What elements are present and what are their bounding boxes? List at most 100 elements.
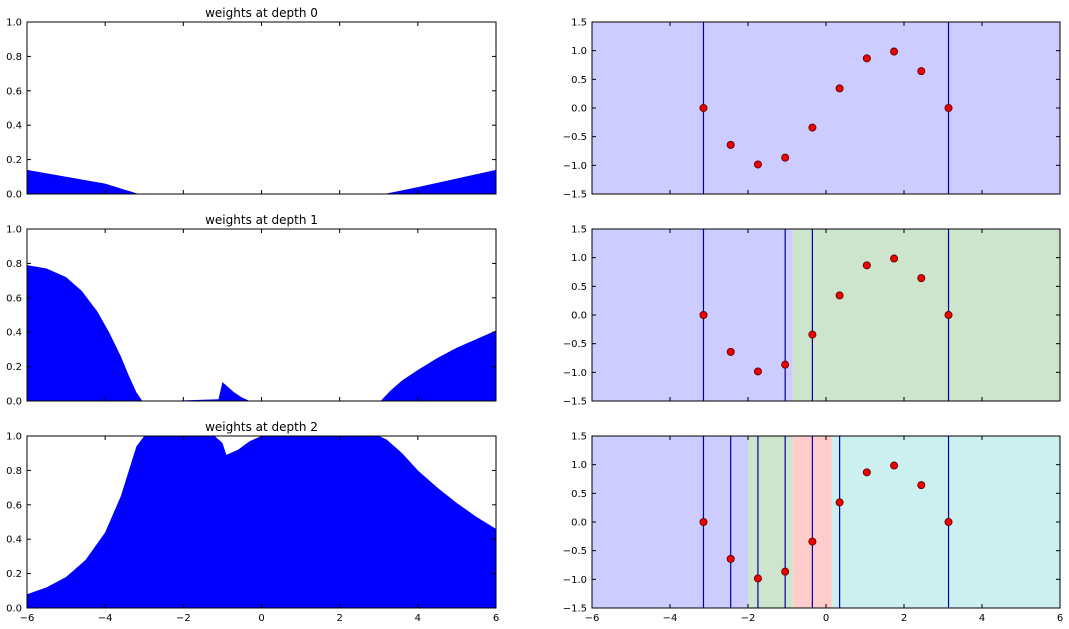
data-point-9 bbox=[944, 310, 953, 319]
data-point-7 bbox=[890, 461, 899, 470]
data-point-8 bbox=[917, 274, 926, 283]
data-point-0 bbox=[699, 518, 708, 527]
chart-panel-3: −1.5 −1.0 −0.5 0.0 0.5 1.0 1.5 bbox=[563, 18, 1061, 201]
y-tick-label: 0.6 bbox=[6, 293, 22, 304]
data-point-5 bbox=[835, 498, 844, 507]
chart-panel-4: −1.5 −1.0 −0.5 0.0 0.5 1.0 1.5 bbox=[563, 225, 1061, 408]
data-point-1 bbox=[726, 140, 735, 149]
y-tick-label: −1.0 bbox=[563, 161, 587, 172]
y-tick-label: 1.0 bbox=[571, 253, 587, 264]
region-band-0 bbox=[592, 436, 748, 608]
data-point-7 bbox=[890, 47, 899, 56]
y-tick-label: 1.0 bbox=[6, 225, 22, 236]
weight-area bbox=[27, 169, 496, 194]
region-band-1 bbox=[748, 436, 793, 608]
plot-area bbox=[27, 22, 496, 194]
data-point-2 bbox=[753, 574, 762, 583]
x-tick-label: −2 bbox=[176, 613, 191, 624]
y-tick-label: −1.5 bbox=[563, 604, 587, 615]
y-tick-label: 0.0 bbox=[6, 190, 22, 201]
x-tick-label: 6 bbox=[493, 613, 499, 624]
region-band-1 bbox=[792, 229, 1060, 401]
x-tick-label: −6 bbox=[585, 613, 600, 624]
data-point-4 bbox=[808, 537, 817, 546]
y-tick-label: 0.0 bbox=[571, 104, 587, 115]
data-point-1 bbox=[726, 347, 735, 356]
data-point-4 bbox=[808, 123, 817, 132]
data-point-9 bbox=[944, 518, 953, 527]
data-point-3 bbox=[781, 360, 790, 369]
y-tick-label: 0.2 bbox=[6, 569, 22, 580]
y-tick-label: −0.5 bbox=[563, 546, 587, 557]
data-point-5 bbox=[835, 291, 844, 300]
data-point-2 bbox=[753, 160, 762, 169]
y-tick-label: 0.4 bbox=[6, 121, 22, 132]
y-tick-label: 0.0 bbox=[571, 311, 587, 322]
y-tick-label: −0.5 bbox=[563, 132, 587, 143]
region-band-0 bbox=[592, 22, 1060, 194]
data-point-7 bbox=[890, 254, 899, 263]
data-point-5 bbox=[835, 84, 844, 93]
x-tick-label: 4 bbox=[415, 613, 421, 624]
data-point-3 bbox=[781, 153, 790, 162]
data-point-9 bbox=[944, 104, 953, 113]
y-tick-label: 0.8 bbox=[6, 466, 22, 477]
region-band-0 bbox=[592, 229, 793, 401]
data-point-2 bbox=[753, 367, 762, 376]
data-point-6 bbox=[862, 261, 871, 270]
chart-panel-0: 0.0 0.2 0.4 0.6 0.8 1.0 weights at depth 0 bbox=[6, 6, 497, 201]
x-tick-label: 0 bbox=[258, 613, 264, 624]
y-tick-label: −1.5 bbox=[563, 190, 587, 201]
data-point-3 bbox=[781, 567, 790, 576]
y-tick-label: 1.5 bbox=[571, 18, 587, 29]
y-tick-label: 0.5 bbox=[571, 489, 587, 500]
data-point-1 bbox=[726, 554, 735, 563]
y-tick-label: 1.5 bbox=[571, 225, 587, 236]
y-tick-label: 0.0 bbox=[6, 604, 22, 615]
x-tick-label: 2 bbox=[901, 613, 907, 624]
x-tick-label: 0 bbox=[823, 613, 829, 624]
y-tick-label: −1.0 bbox=[563, 575, 587, 586]
y-tick-label: 1.0 bbox=[6, 18, 22, 29]
weight-area bbox=[27, 265, 496, 401]
x-tick-label: −6 bbox=[20, 613, 35, 624]
y-tick-label: 1.0 bbox=[571, 460, 587, 471]
x-tick-label: −4 bbox=[98, 613, 113, 624]
y-tick-label: 0.8 bbox=[6, 52, 22, 63]
weight-area bbox=[27, 436, 496, 608]
y-tick-label: −1.0 bbox=[563, 368, 587, 379]
y-tick-label: 0.6 bbox=[6, 500, 22, 511]
x-tick-label: −2 bbox=[741, 613, 756, 624]
chart-panel-2: −6 −4 −2 0 2 4 6 0.0 0.2 0.4 0.6 0.8 1.0 weights at d… bbox=[6, 420, 499, 624]
chart-panel-5: −6 −4 −2 0 2 4 6 −1.5 −1.0 −0.5 0.0 0.5 1.0 1.5 bbox=[563, 432, 1063, 625]
y-tick-label: 0.0 bbox=[6, 397, 22, 408]
x-tick-label: 4 bbox=[979, 613, 985, 624]
chart-title: weights at depth 2 bbox=[205, 420, 318, 434]
y-tick-label: 0.2 bbox=[6, 362, 22, 373]
data-point-6 bbox=[862, 468, 871, 477]
chart-panel-1: 0.0 0.2 0.4 0.6 0.8 1.0 weights at depth 1 bbox=[6, 213, 497, 408]
x-tick-label: 6 bbox=[1057, 613, 1063, 624]
y-tick-label: 0.0 bbox=[571, 518, 587, 529]
y-tick-label: 0.5 bbox=[571, 282, 587, 293]
y-tick-label: 1.0 bbox=[571, 46, 587, 57]
y-tick-label: 0.2 bbox=[6, 155, 22, 166]
y-tick-label: 1.0 bbox=[6, 432, 22, 443]
y-tick-label: −0.5 bbox=[563, 339, 587, 350]
y-tick-label: 1.5 bbox=[571, 432, 587, 443]
chart-title: weights at depth 0 bbox=[205, 6, 318, 20]
chart-title: weights at depth 1 bbox=[205, 213, 318, 227]
y-tick-label: 0.8 bbox=[6, 259, 22, 270]
y-tick-label: 0.4 bbox=[6, 535, 22, 546]
x-tick-label: −4 bbox=[663, 613, 678, 624]
y-tick-label: 0.5 bbox=[571, 75, 587, 86]
data-point-8 bbox=[917, 67, 926, 76]
x-tick-label: 2 bbox=[336, 613, 342, 624]
y-tick-label: 0.6 bbox=[6, 86, 22, 97]
y-tick-label: 0.4 bbox=[6, 328, 22, 339]
data-point-6 bbox=[862, 54, 871, 63]
data-point-4 bbox=[808, 330, 817, 339]
data-point-0 bbox=[699, 310, 708, 319]
data-point-0 bbox=[699, 104, 708, 113]
